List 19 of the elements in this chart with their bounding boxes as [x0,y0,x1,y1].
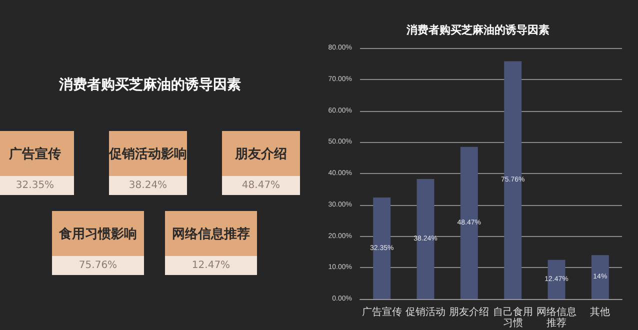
text: 32.35% [0,176,74,195]
text: 消费者购买芝麻油的诱导因素 [58,76,242,94]
x-tick-label: 自己食用习惯 [492,306,533,329]
x-tick-label: 网络信息推荐 [536,306,576,329]
text: 75.76% [52,256,144,275]
text: 食用习惯影响 [52,211,144,256]
text: 48.47% [222,176,300,195]
text: 朋友介绍 [222,131,300,176]
x-tick-label: 朋友介绍 [449,306,490,318]
text: 38.24% [109,176,187,195]
x-tick-label: 促销活动 [406,306,446,318]
text: 广告宣传 [0,131,74,176]
x-tick-label: 广告宣传 [362,306,402,318]
text: 12.47% [165,256,257,275]
x-tick-label: 其他 [590,306,610,318]
chart-title: 消费者购买芝麻油的诱导因素 [406,24,550,36]
text: 促销活动影响 [109,131,187,176]
text: 网络信息推荐 [165,211,257,256]
bar [591,255,609,299]
